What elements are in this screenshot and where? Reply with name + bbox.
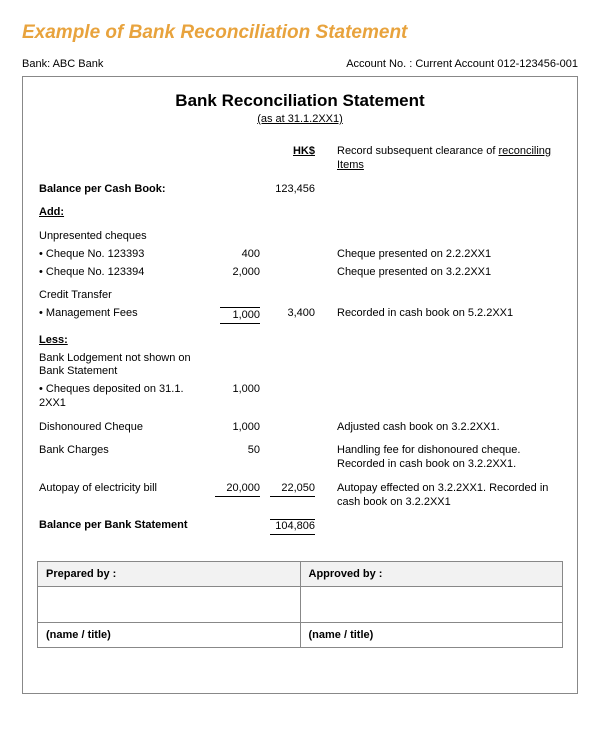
reconciliation-table: HK$ Record subsequent clearance of recon… xyxy=(37,143,563,537)
add-subtotal: 3,400 xyxy=(262,305,317,326)
dishonoured-note: Adjusted cash book on 3.2.2XX1. xyxy=(335,419,563,437)
cheque1-amount: 400 xyxy=(207,246,262,264)
lodgement-amount: 1,000 xyxy=(207,381,262,413)
credit-transfer-label: Credit Transfer xyxy=(37,287,207,305)
bank-name: ABC Bank xyxy=(53,58,104,70)
account-number: Current Account 012-123456-001 xyxy=(415,58,578,70)
charges-note: Handling fee for dishonoured cheque. Rec… xyxy=(335,442,563,474)
cheque1-note: Cheque presented on 2.2.2XX1 xyxy=(335,246,563,264)
bank-label: Bank: xyxy=(22,58,50,70)
autopay-label: Autopay of electricity bill xyxy=(37,480,207,512)
unpresented-label: Unpresented cheques xyxy=(37,228,207,246)
charges-amount: 50 xyxy=(207,442,262,474)
prepared-by-cell xyxy=(38,587,301,623)
statement-box: Bank Reconciliation Statement (as at 31.… xyxy=(22,76,578,694)
cheque1-label: • Cheque No. 123393 xyxy=(37,246,207,264)
prepared-name-title: (name / title) xyxy=(38,623,301,648)
header-row: Bank: ABC Bank Account No. : Current Acc… xyxy=(22,58,578,70)
approved-name-title: (name / title) xyxy=(300,623,563,648)
autopay-amount: 20,000 xyxy=(215,482,260,497)
signature-table: Prepared by : Approved by : (name / titl… xyxy=(37,561,563,648)
balance-bank-label: Balance per Bank Statement xyxy=(37,517,207,537)
dishonoured-label: Dishonoured Cheque xyxy=(37,419,207,437)
less-subtotal: 22,050 xyxy=(270,482,315,497)
statement-date: (as at 31.1.2XX1) xyxy=(37,113,563,125)
autopay-note: Autopay effected on 3.2.2XX1. Recorded i… xyxy=(335,480,563,512)
balance-cashbook-value: 123,456 xyxy=(262,181,317,199)
mgmt-fees-amount: 1,000 xyxy=(220,307,260,324)
account-label: Account No. : xyxy=(346,58,412,70)
lodgement-item-label: • Cheques deposited on 31.1. 2XX1 xyxy=(37,381,207,413)
lodgement-label: Bank Lodgement not shown on Bank Stateme… xyxy=(37,350,207,382)
add-label: Add: xyxy=(37,204,207,222)
cheque2-amount: 2,000 xyxy=(207,264,262,282)
balance-bank-value: 104,806 xyxy=(270,519,315,535)
cheque2-label: • Cheque No. 123394 xyxy=(37,264,207,282)
approved-by-cell xyxy=(300,587,563,623)
dishonoured-amount: 1,000 xyxy=(207,419,262,437)
statement-title: Bank Reconciliation Statement xyxy=(37,91,563,111)
less-label: Less: xyxy=(37,332,207,350)
mgmt-fees-label: • Management Fees xyxy=(37,305,207,326)
prepared-by-header: Prepared by : xyxy=(38,562,301,587)
approved-by-header: Approved by : xyxy=(300,562,563,587)
mgmt-fees-note: Recorded in cash book on 5.2.2XX1 xyxy=(335,305,563,326)
currency-header: HK$ xyxy=(262,143,317,175)
balance-cashbook-label: Balance per Cash Book: xyxy=(37,181,207,199)
notes-header: Record subsequent clearance of reconcili… xyxy=(335,143,563,175)
page-title: Example of Bank Reconciliation Statement xyxy=(22,22,578,44)
cheque2-note: Cheque presented on 3.2.2XX1 xyxy=(335,264,563,282)
charges-label: Bank Charges xyxy=(37,442,207,474)
